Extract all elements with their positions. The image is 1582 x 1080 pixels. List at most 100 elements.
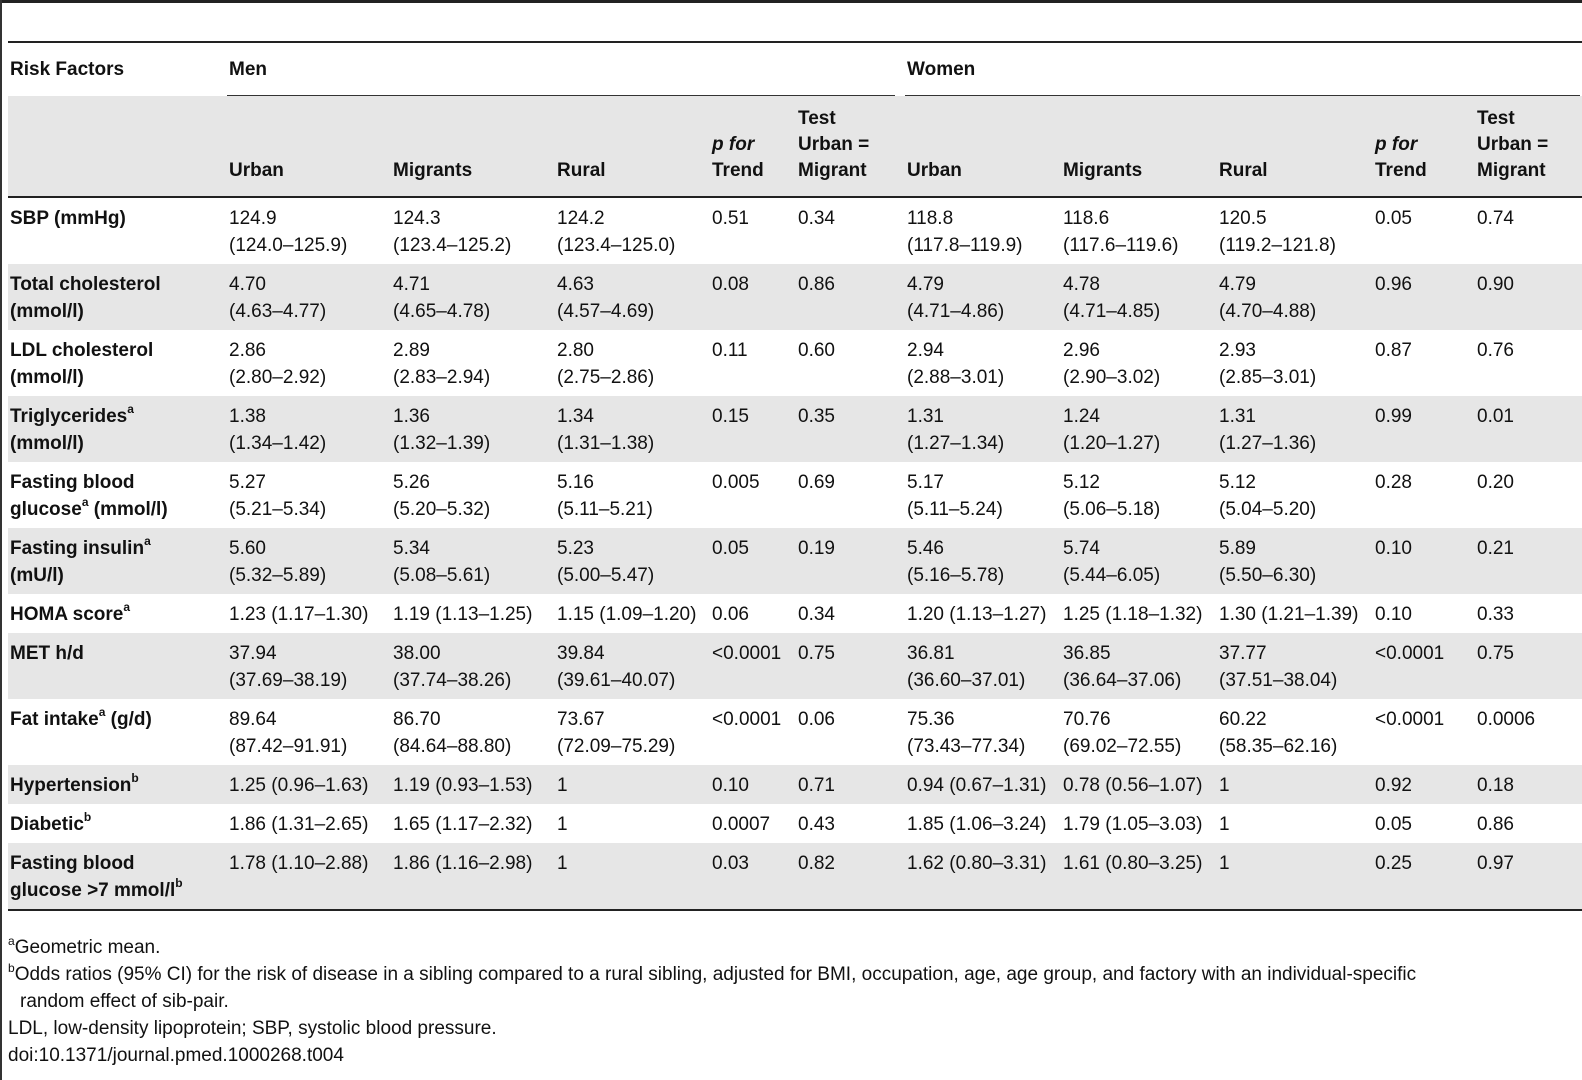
risk-factor-table: Risk Factors Men Women Urban Migrants Ru…	[8, 41, 1582, 911]
ci: (5.20–5.32)	[393, 499, 491, 520]
cell-men-rural: 1	[557, 814, 568, 835]
ci: (36.64–37.06)	[1063, 670, 1182, 691]
footnote-b-mark: b	[8, 960, 15, 975]
cell-women-rural: 1.31 (1.27–1.36)	[1217, 396, 1373, 462]
cell-women-urban: 4.79 (4.71–4.86)	[905, 264, 1061, 330]
header-group-row: Risk Factors Men Women	[8, 41, 1582, 96]
risk-factor-label: Fasting insulina (mU/l)	[8, 528, 227, 594]
ci: (4.71–4.85)	[1063, 301, 1161, 322]
cell-men-urban: 4.70 (4.63–4.77)	[227, 264, 391, 330]
risk-factor-label: Total cholesterol (mmol/l)	[8, 264, 227, 330]
test-line-2: Urban =	[798, 134, 870, 155]
ci: (4.71–4.86)	[907, 301, 1005, 322]
page-top-rule	[0, 0, 1582, 3]
footnote-mark-b: b	[175, 875, 183, 890]
footnote-abbreviations: LDL, low-density lipoprotein; SBP, systo…	[8, 1018, 497, 1039]
value: 5.46	[907, 538, 944, 559]
header-women-group: Women	[905, 41, 1582, 96]
cell-men-migrants: 124.3 (123.4–125.2)	[391, 197, 555, 264]
cell-men-p-trend: 0.51	[712, 208, 749, 229]
cell-men-urban: 1.78 (1.10–2.88)	[227, 843, 391, 911]
page-left-rule	[0, 0, 2, 1080]
footnote-mark-a: a	[98, 704, 106, 719]
cell-men-p-trend: <0.0001	[710, 633, 796, 699]
footnote-a: aGeometric mean.	[8, 934, 1578, 961]
risk-factor-text: Fasting insulin	[10, 538, 145, 559]
p-trend-line-2: Trend	[1375, 160, 1427, 181]
cell-women-rural: 37.77 (37.51–38.04)	[1217, 633, 1373, 699]
cell-women-rural: 5.12 (5.04–5.20)	[1217, 462, 1373, 528]
risk-factor-text: glucose	[10, 499, 82, 520]
value: 5.23	[557, 538, 594, 559]
risk-factor-text: SBP (mmHg)	[10, 208, 126, 229]
footnote-a-text: Geometric mean.	[14, 937, 161, 958]
cell-men-migrants: 5.34 (5.08–5.61)	[391, 528, 555, 594]
table-row-fasting-glucose-over-7: Fasting blood glucose >7 mmol/lb 1.78 (1.…	[8, 843, 1582, 911]
cell-men-p-trend: 0.005	[712, 472, 760, 493]
cell-women-test: 0.86	[1477, 814, 1514, 835]
cell-women-rural: 2.93 (2.85–3.01)	[1217, 330, 1373, 396]
header-men-urban: Urban	[227, 96, 391, 198]
value: 118.6	[1063, 208, 1110, 229]
table-footnotes: aGeometric mean. bOdds ratios (95% CI) f…	[8, 934, 1578, 1069]
cell-women-p-trend: 0.99	[1373, 396, 1475, 462]
ci: (4.70–4.88)	[1219, 301, 1317, 322]
footnote-mark-a: a	[144, 533, 151, 548]
cell-women-migrants: 0.78 (0.56–1.07)	[1061, 765, 1217, 804]
cell-women-urban: 75.36 (73.43–77.34)	[905, 699, 1061, 765]
header-men-test: Test Urban = Migrant	[796, 96, 905, 198]
p-trend-line-2: Trend	[712, 160, 764, 181]
risk-factor-text: LDL cholesterol	[10, 340, 154, 361]
risk-factor-unit: (mmol/l)	[88, 499, 168, 520]
cell-men-migrants: 5.26 (5.20–5.32)	[391, 462, 555, 528]
table-row-total-cholesterol: Total cholesterol (mmol/l) 4.70 (4.63–4.77…	[8, 264, 1582, 330]
cell-women-rural: 1	[1217, 843, 1373, 911]
risk-factor-label: Hypertensionb	[8, 765, 227, 804]
cell-men-p-trend: 0.15	[710, 396, 796, 462]
women-group-underline	[905, 95, 1580, 96]
cell-men-migrants: 86.70 (84.64–88.80)	[391, 699, 555, 765]
value: 4.79	[1219, 274, 1256, 295]
cell-men-rural: 1.34 (1.31–1.38)	[555, 396, 710, 462]
risk-factor-label: Fasting blood glucose >7 mmol/lb	[8, 843, 227, 911]
cell-women-migrants: 5.12 (5.06–5.18)	[1061, 462, 1217, 528]
cell-women-rural: 1	[1219, 814, 1230, 835]
ci: (5.00–5.47)	[557, 565, 655, 586]
cell-women-p-trend: 0.28	[1375, 472, 1412, 493]
value: 4.70	[229, 274, 266, 295]
ci: (1.34–1.42)	[229, 433, 327, 454]
cell-men-rural: 2.80 (2.75–2.86)	[555, 330, 710, 396]
value: 4.79	[907, 274, 944, 295]
value: 2.80	[557, 340, 594, 361]
cell-women-migrants: 1.25 (1.18–1.32)	[1063, 604, 1203, 625]
cell-women-p-trend: <0.0001	[1375, 709, 1445, 730]
value: 124.2	[557, 208, 605, 229]
p-trend-text-1: p for	[712, 134, 755, 155]
cell-women-p-trend: 0.87	[1375, 340, 1412, 361]
cell-men-p-trend: 0.03	[710, 843, 796, 911]
value: 2.93	[1219, 340, 1256, 361]
cell-women-test: 0.20	[1477, 472, 1514, 493]
value: 5.89	[1219, 538, 1256, 559]
cell-men-migrants: 1.36 (1.32–1.39)	[391, 396, 555, 462]
ci: (1.27–1.34)	[907, 433, 1005, 454]
risk-factor-line: Triglyceridesa	[10, 403, 227, 430]
ci: (2.88–3.01)	[907, 367, 1005, 388]
value: 2.96	[1063, 340, 1100, 361]
cell-women-migrants: 2.96 (2.90–3.02)	[1061, 330, 1217, 396]
footnote-mark-b: b	[83, 809, 92, 824]
value: 70.76	[1063, 709, 1111, 730]
cell-men-test: 0.71	[796, 765, 905, 804]
risk-factor-label: SBP (mmHg)	[8, 197, 227, 264]
risk-factor-table-container: Risk Factors Men Women Urban Migrants Ru…	[8, 41, 1582, 911]
header-risk-factors: Risk Factors	[8, 41, 227, 96]
table-header: Risk Factors Men Women Urban Migrants Ru…	[8, 41, 1582, 198]
cell-men-urban: 1.38 (1.34–1.42)	[227, 396, 391, 462]
footnote-mark-a: a	[123, 599, 131, 614]
risk-factor-text: Fasting blood	[10, 853, 135, 874]
value: 118.8	[907, 208, 954, 229]
cell-men-test: 0.06	[798, 709, 835, 730]
cell-women-rural: 120.5 (119.2–121.8)	[1217, 197, 1373, 264]
cell-men-test: 0.75	[796, 633, 905, 699]
header-women-label: Women	[907, 59, 976, 80]
